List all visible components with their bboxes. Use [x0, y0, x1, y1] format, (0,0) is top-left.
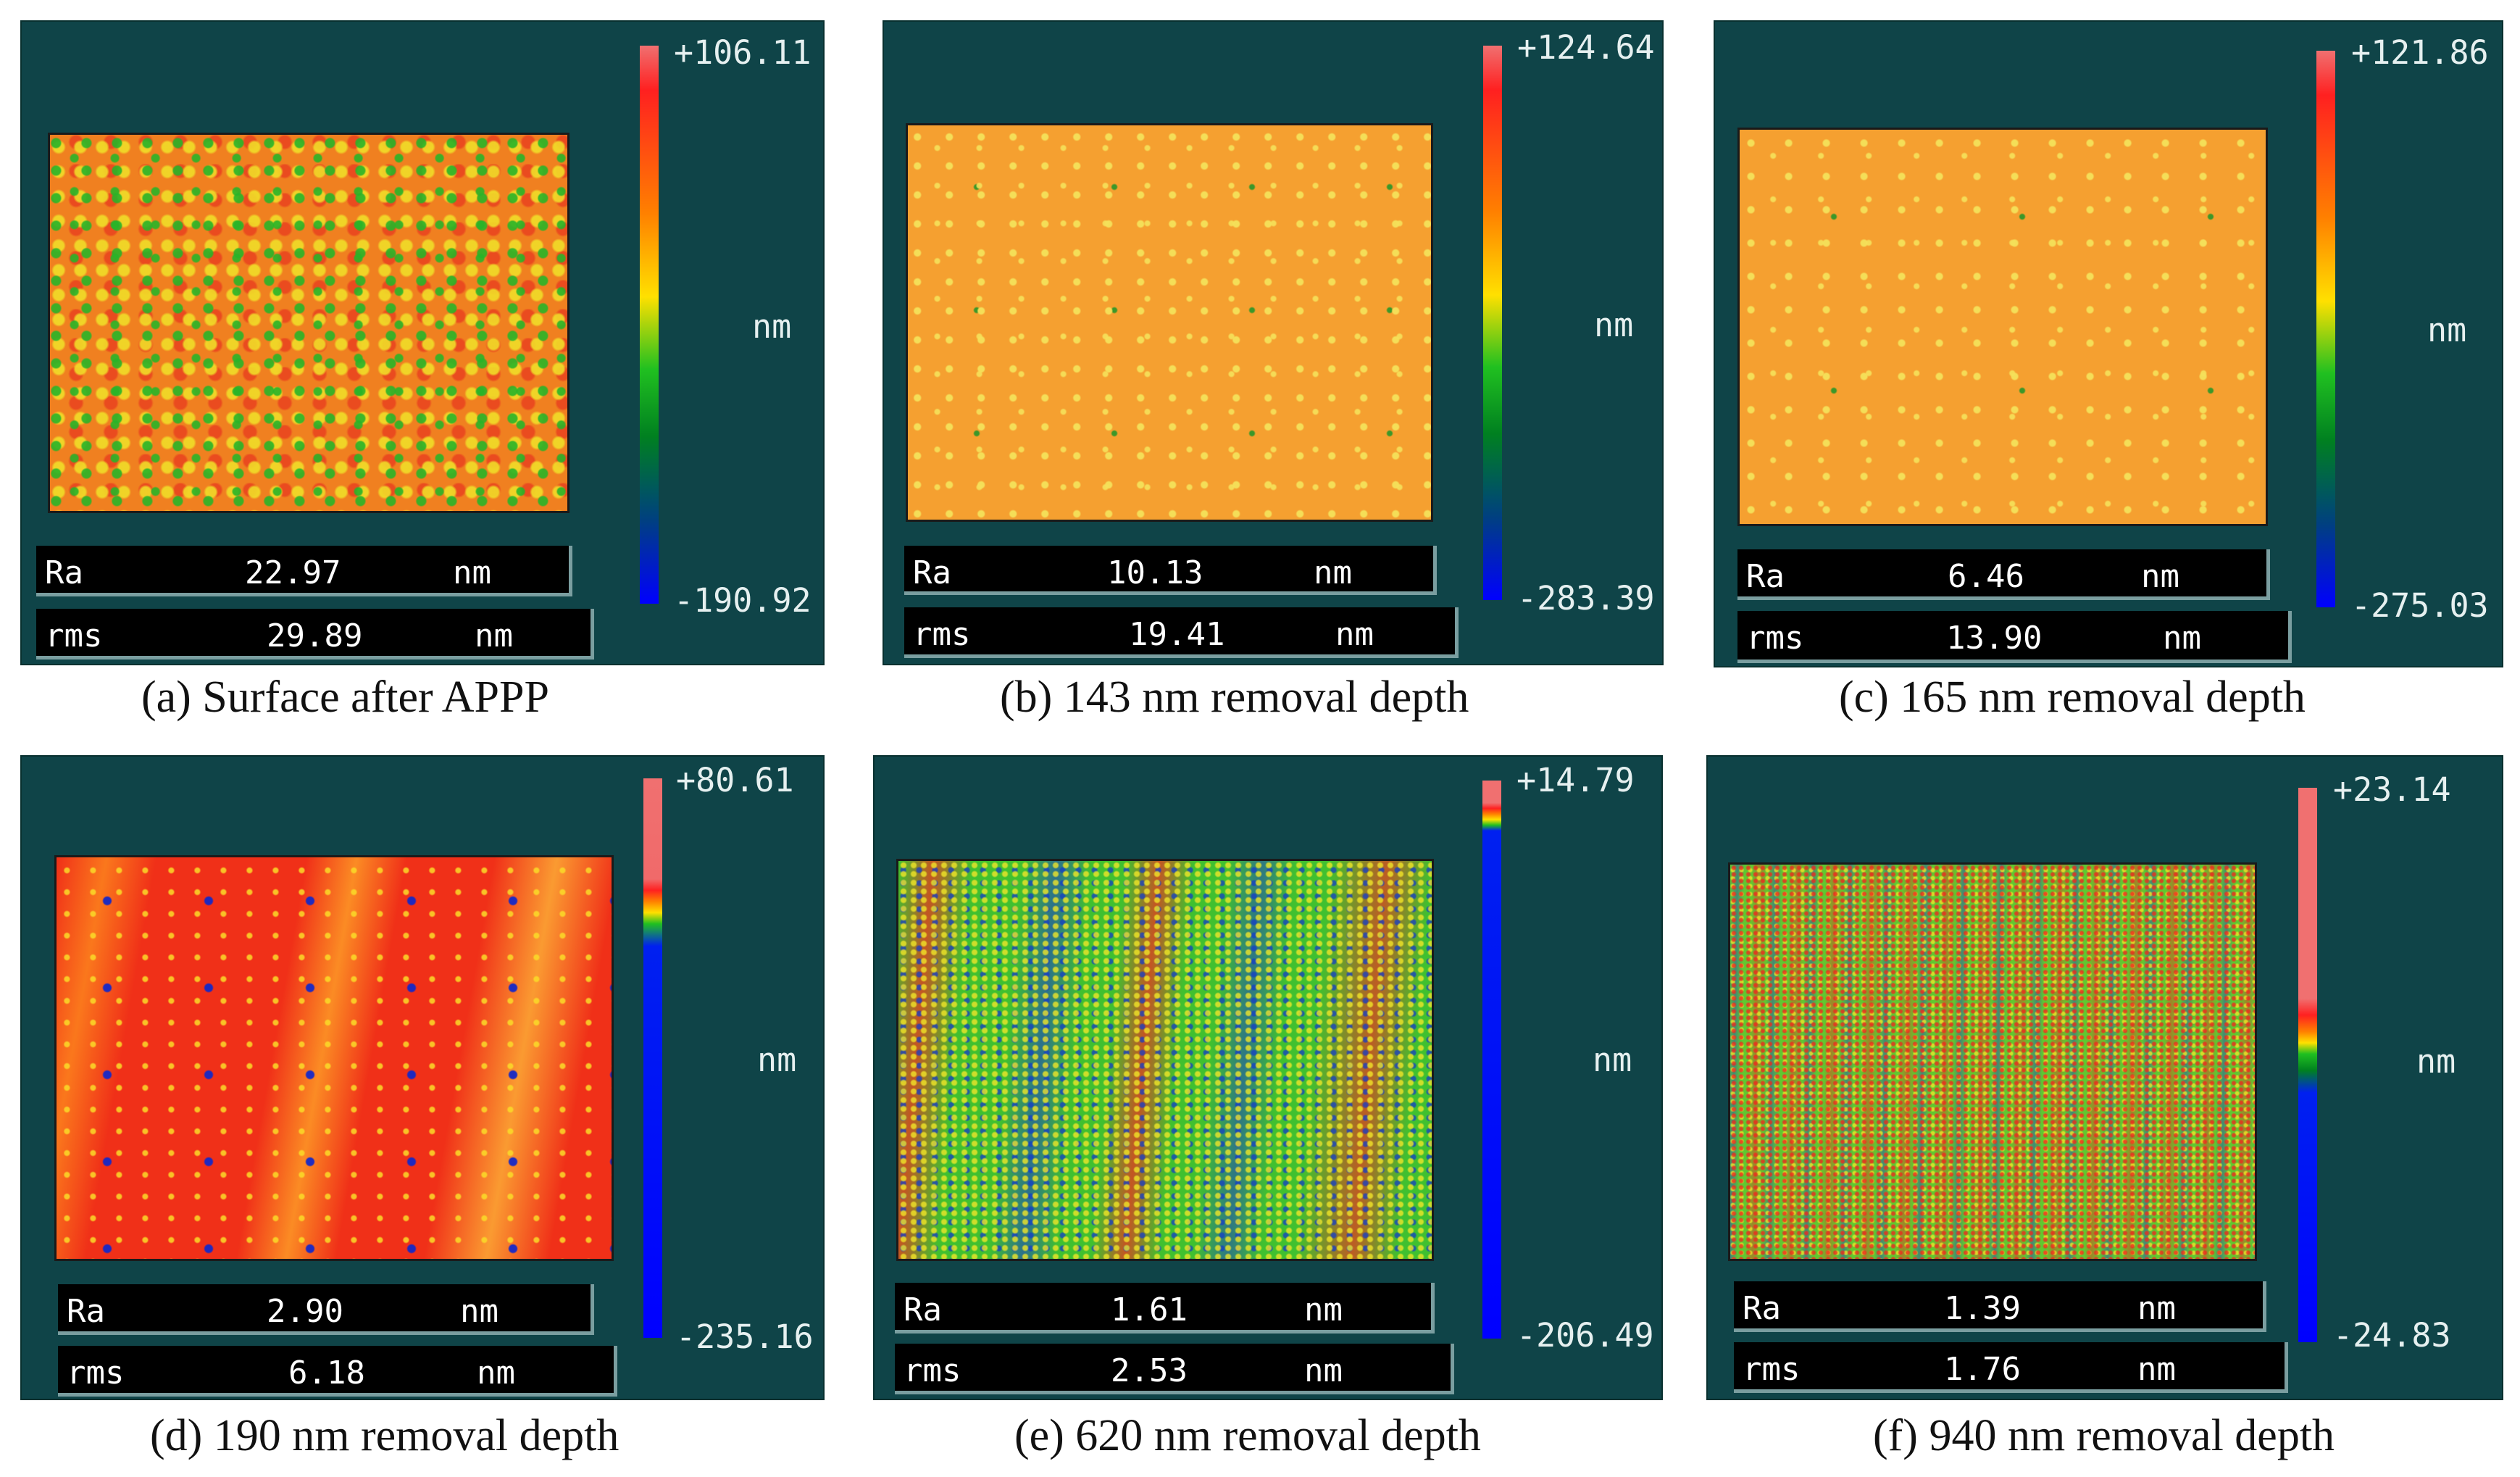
scale-max-value: +124.64: [1517, 28, 1655, 67]
scale-max-value: +23.14: [2333, 770, 2451, 809]
ra-value: 2.90: [267, 1293, 343, 1330]
ra-unit: nm: [2137, 1290, 2176, 1327]
ra-value: 10.13: [1107, 554, 1203, 591]
caption-f: (f) 940 nm removal depth: [1873, 1411, 2335, 1460]
rms-readout: rms 19.41 nm: [904, 607, 1459, 658]
rms-readout: rms 1.76 nm: [1734, 1342, 2288, 1393]
ra-readout: Ra 6.46 nm: [1737, 549, 2270, 600]
color-scale-bar: [1483, 46, 1502, 600]
ra-label: Ra: [1743, 1290, 1781, 1327]
rms-readout: rms 29.89 nm: [36, 609, 594, 660]
rms-label: rms: [913, 616, 971, 653]
rms-unit: nm: [2137, 1351, 2176, 1388]
panel-a: +106.11 nm -190.92 Ra 22.97 nm rms 29.89…: [20, 20, 825, 665]
scale-unit-label: nm: [2416, 1042, 2456, 1081]
ra-readout: Ra 2.90 nm: [58, 1284, 594, 1335]
surface-profile-image: [1728, 862, 2257, 1261]
scale-unit-label: nm: [757, 1041, 797, 1079]
ra-label: Ra: [45, 554, 83, 591]
rms-readout: rms 2.53 nm: [895, 1344, 1454, 1394]
scale-max-value: +14.79: [1516, 761, 1635, 799]
scale-min-value: -24.83: [2333, 1316, 2451, 1355]
scale-unit-label: nm: [752, 307, 792, 346]
rms-value: 13.90: [1946, 620, 2043, 657]
rms-value: 1.76: [1944, 1351, 2021, 1388]
rms-label: rms: [67, 1355, 125, 1391]
rms-value: 6.18: [288, 1355, 365, 1391]
scale-unit-label: nm: [2427, 311, 2467, 349]
rms-value: 29.89: [267, 617, 363, 654]
panel-f: +23.14 nm -24.83 Ra 1.39 nm rms 1.76 nm: [1706, 755, 2503, 1400]
panel-c: +121.86 nm -275.03 Ra 6.46 nm rms 13.90 …: [1714, 20, 2503, 667]
panel-e: +14.79 nm -206.49 Ra 1.61 nm rms 2.53 nm: [873, 755, 1663, 1400]
rms-label: rms: [904, 1352, 961, 1389]
caption-c: (c) 165 nm removal depth: [1839, 673, 2306, 722]
rms-readout: rms 13.90 nm: [1737, 611, 2292, 663]
scale-min-value: -235.16: [676, 1318, 814, 1356]
rms-label: rms: [1743, 1351, 1801, 1388]
scale-unit-label: nm: [1593, 1041, 1632, 1079]
scale-min-value: -275.03: [2351, 586, 2489, 625]
ra-label: Ra: [913, 554, 951, 591]
surface-profile-image: [54, 855, 614, 1261]
ra-label: Ra: [67, 1293, 105, 1330]
rms-label: rms: [45, 617, 103, 654]
ra-unit: nm: [2141, 558, 2179, 595]
ra-unit: nm: [453, 554, 491, 591]
ra-label: Ra: [904, 1291, 942, 1328]
surface-profile-image: [896, 859, 1434, 1261]
panel-b: +124.64 nm -283.39 Ra 10.13 nm rms 19.41…: [883, 20, 1664, 665]
ra-readout: Ra 1.61 nm: [895, 1283, 1435, 1334]
surface-profile-image: [1737, 128, 2268, 526]
surface-profile-image: [48, 133, 569, 513]
scale-min-value: -283.39: [1517, 579, 1655, 617]
color-scale-bar: [2316, 51, 2335, 607]
scale-max-value: +80.61: [676, 761, 794, 799]
rms-label: rms: [1746, 620, 1804, 657]
ra-readout: Ra 10.13 nm: [904, 546, 1437, 595]
scale-min-value: -206.49: [1516, 1316, 1654, 1355]
surface-profile-image: [906, 123, 1433, 522]
rms-unit: nm: [475, 617, 513, 654]
ra-unit: nm: [1304, 1291, 1343, 1328]
ra-label: Ra: [1746, 558, 1785, 595]
rms-unit: nm: [2163, 620, 2201, 657]
ra-value: 1.39: [1944, 1290, 2021, 1327]
rms-unit: nm: [1335, 616, 1374, 653]
scale-max-value: +106.11: [674, 33, 812, 72]
scale-unit-label: nm: [1594, 306, 1634, 344]
scale-max-value: +121.86: [2351, 33, 2489, 72]
ra-unit: nm: [1314, 554, 1352, 591]
color-scale-bar: [1482, 781, 1501, 1339]
ra-value: 22.97: [245, 554, 341, 591]
ra-value: 1.61: [1111, 1291, 1188, 1328]
color-scale-bar: [643, 778, 662, 1338]
caption-d: (d) 190 nm removal depth: [150, 1411, 619, 1460]
ra-readout: Ra 1.39 nm: [1734, 1281, 2266, 1332]
ra-unit: nm: [460, 1293, 498, 1330]
rms-value: 19.41: [1129, 616, 1225, 653]
rms-unit: nm: [477, 1355, 515, 1391]
ra-value: 6.46: [1948, 558, 2024, 595]
rms-readout: rms 6.18 nm: [58, 1346, 617, 1397]
color-scale-bar: [2298, 788, 2317, 1342]
caption-a: (a) Surface after APPP: [141, 673, 549, 722]
rms-unit: nm: [1304, 1352, 1343, 1389]
scale-min-value: -190.92: [674, 581, 812, 620]
panel-d: +80.61 nm -235.16 Ra 2.90 nm rms 6.18 nm: [20, 755, 825, 1400]
caption-e: (e) 620 nm removal depth: [1014, 1411, 1481, 1460]
caption-b: (b) 143 nm removal depth: [1000, 673, 1469, 722]
ra-readout: Ra 22.97 nm: [36, 546, 572, 596]
color-scale-bar: [640, 46, 659, 604]
rms-value: 2.53: [1111, 1352, 1188, 1389]
